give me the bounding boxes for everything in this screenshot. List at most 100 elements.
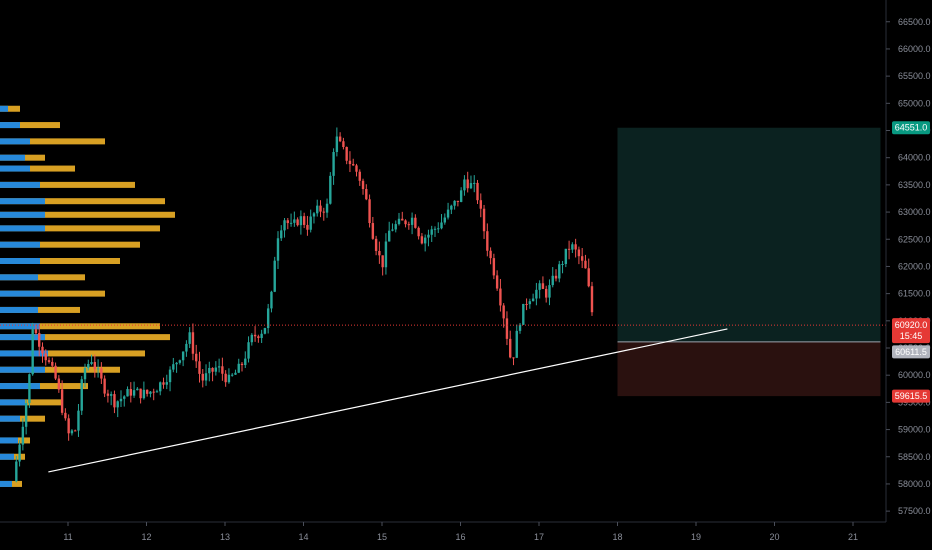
price-tick-label: 60000.0	[898, 370, 931, 380]
candle-body	[492, 258, 496, 276]
volume-profile-bar	[0, 334, 170, 341]
volume-profile-bar	[0, 211, 175, 218]
candle-body	[230, 374, 234, 376]
candle-body	[234, 372, 237, 375]
price-tick-label: 65000.0	[898, 98, 931, 108]
stop-loss-price-label-bg	[892, 389, 930, 403]
price-tick-label: 58000.0	[898, 479, 931, 489]
volume-profile-bar	[0, 383, 88, 390]
volume-profile-value-area	[0, 334, 45, 341]
candle-body	[119, 398, 123, 402]
volume-profile-value-area	[0, 211, 45, 218]
candle-body	[459, 190, 463, 202]
volume-profile-bar	[0, 181, 135, 188]
candle-body	[544, 288, 548, 298]
candle-body	[469, 183, 473, 189]
candle-body	[15, 461, 18, 482]
candle-body	[574, 244, 577, 250]
candle-body	[175, 362, 178, 365]
candle-body	[554, 275, 558, 279]
candle-body	[509, 338, 512, 358]
candle-body	[260, 333, 263, 339]
bar-countdown-label: 15:45	[900, 331, 923, 341]
candle-body	[414, 217, 417, 228]
candle-body	[302, 216, 306, 225]
candle-body	[564, 248, 568, 264]
candle-body	[38, 333, 41, 347]
candle-body	[289, 222, 293, 224]
candle-body	[355, 165, 358, 172]
candle-body	[181, 351, 185, 361]
candle-body	[142, 389, 146, 399]
price-tick-label: 66000.0	[898, 44, 931, 54]
candle-body	[198, 361, 201, 374]
take-profit-price-label-bg	[892, 121, 930, 135]
candle-body	[456, 200, 460, 202]
candle-body	[443, 217, 446, 223]
candle-body	[322, 211, 325, 213]
volume-profile-value-area	[0, 350, 48, 357]
candle-body	[528, 301, 532, 305]
candle-body	[482, 208, 486, 232]
candle-body	[342, 141, 345, 148]
candle-body	[240, 363, 244, 366]
candle-body	[571, 244, 574, 250]
volume-profile-bar	[0, 122, 60, 129]
candle-body	[541, 283, 545, 289]
candle-body	[558, 264, 561, 279]
candle-body	[296, 219, 299, 226]
candle-body	[473, 182, 476, 184]
time-tick-label: 14	[298, 532, 308, 542]
candle-body	[299, 216, 303, 226]
candle-body	[450, 205, 453, 210]
price-tick-label: 65500.0	[898, 71, 931, 81]
volume-profile-value-area	[0, 480, 12, 487]
position-zones[interactable]	[617, 127, 881, 397]
time-tick-label: 11	[63, 532, 72, 542]
candle-body	[195, 353, 198, 362]
candle-body	[116, 401, 119, 408]
candle-body	[531, 298, 535, 302]
volume-profile-value-area	[0, 181, 40, 188]
candle-body	[486, 231, 489, 251]
candle-body	[551, 275, 554, 286]
candle-body	[319, 205, 322, 212]
candle-body	[352, 164, 355, 166]
candle-body	[280, 230, 283, 239]
candle-body	[273, 260, 276, 292]
take-profit-price-label: 64551.0	[895, 123, 928, 133]
candle-body	[567, 248, 571, 250]
candle-body	[51, 361, 54, 366]
time-tick-label: 13	[220, 532, 230, 542]
price-tick-label: 58500.0	[898, 452, 931, 462]
candle-body	[162, 382, 165, 385]
candle-body	[522, 303, 525, 325]
volume-profile-bar	[0, 366, 120, 373]
volume-profile-value-area	[0, 399, 25, 406]
candle-body	[126, 389, 129, 397]
candle-body	[525, 303, 528, 305]
candle-body	[149, 391, 152, 394]
candle-body	[463, 179, 466, 191]
price-tick-label: 63000.0	[898, 207, 931, 217]
candle-body	[580, 256, 584, 261]
candle-body	[397, 218, 401, 225]
candle-body	[361, 180, 365, 190]
time-axis[interactable]: 11 12 13 14 15 16 17 18 19 20 21	[63, 522, 858, 542]
candle-body	[276, 238, 280, 261]
candle-body	[446, 209, 450, 218]
candle-body	[123, 396, 126, 399]
candle-body	[401, 218, 404, 221]
volume-profile-bar	[0, 225, 160, 232]
volume-profile-value-area	[0, 437, 18, 444]
candle-body	[87, 363, 90, 368]
stop-loss-price-label: 59615.5	[895, 391, 928, 401]
price-tick-label: 66500.0	[898, 17, 931, 27]
candle-body	[329, 175, 332, 204]
candle-body	[250, 334, 254, 343]
time-tick-label: 20	[769, 532, 779, 542]
volume-profile-value-area	[0, 383, 40, 390]
candle-body	[155, 391, 159, 393]
candle-body	[28, 374, 31, 403]
